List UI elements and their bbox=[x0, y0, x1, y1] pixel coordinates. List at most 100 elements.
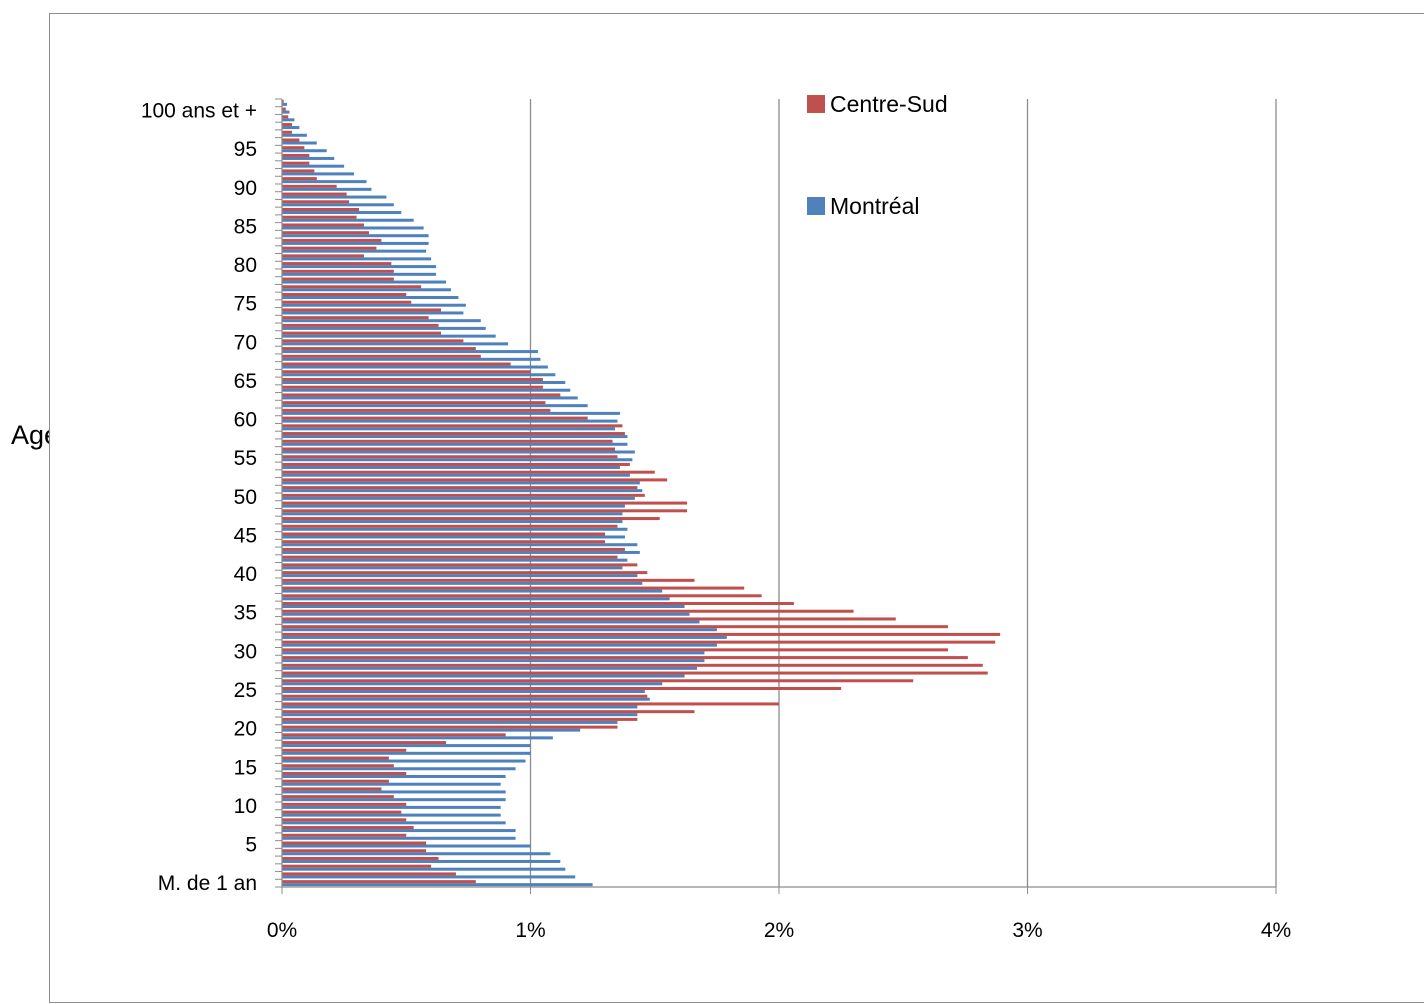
bar-montreal bbox=[282, 373, 556, 377]
bar-montreal bbox=[282, 543, 638, 547]
bar-centre-sud bbox=[282, 787, 382, 791]
bar-montreal bbox=[282, 597, 670, 601]
bar-montreal bbox=[282, 164, 345, 168]
bar-centre-sud bbox=[282, 238, 382, 242]
bar-centre-sud bbox=[282, 146, 305, 150]
y-tick-label: 90 bbox=[234, 177, 257, 200]
bar-montreal bbox=[282, 852, 551, 856]
bar-centre-sud bbox=[282, 632, 1001, 636]
bar-centre-sud bbox=[282, 285, 422, 289]
bar-centre-sud bbox=[282, 486, 638, 490]
bar-montreal bbox=[282, 620, 700, 624]
bar-centre-sud bbox=[282, 748, 407, 752]
bar-montreal bbox=[282, 465, 620, 469]
bar-montreal bbox=[282, 581, 643, 585]
bar-montreal bbox=[282, 558, 628, 562]
bar-centre-sud bbox=[282, 571, 648, 575]
bar-centre-sud bbox=[282, 764, 394, 768]
bar-montreal bbox=[282, 527, 628, 531]
x-tick-label: 4% bbox=[1261, 919, 1291, 942]
bar-montreal bbox=[282, 612, 690, 616]
bar-centre-sud bbox=[282, 393, 561, 397]
bar-centre-sud bbox=[282, 818, 407, 822]
bar-montreal bbox=[282, 102, 287, 106]
bar-centre-sud bbox=[282, 347, 476, 351]
bar-montreal bbox=[282, 829, 516, 833]
bar-montreal bbox=[282, 512, 623, 516]
bar-montreal bbox=[282, 195, 387, 199]
bar-centre-sud bbox=[282, 408, 551, 412]
bar-montreal bbox=[282, 118, 295, 122]
bar-centre-sud bbox=[282, 524, 618, 528]
bar-montreal bbox=[282, 396, 578, 400]
bar-centre-sud bbox=[282, 532, 606, 536]
bar-montreal bbox=[282, 126, 300, 130]
y-tick-label: M. de 1 an bbox=[158, 872, 257, 895]
bar-montreal bbox=[282, 110, 290, 114]
bar-centre-sud bbox=[282, 462, 630, 466]
bar-montreal bbox=[282, 319, 481, 323]
bar-montreal bbox=[282, 566, 623, 570]
y-axis-title: Age bbox=[11, 420, 49, 450]
y-tick-label: 35 bbox=[234, 602, 257, 625]
bar-montreal bbox=[282, 574, 638, 578]
bar-centre-sud bbox=[282, 184, 337, 188]
bar-montreal bbox=[282, 187, 372, 191]
bar-centre-sud bbox=[282, 153, 310, 157]
bar-centre-sud bbox=[282, 292, 407, 296]
bar-montreal bbox=[282, 736, 553, 740]
bar-centre-sud bbox=[282, 478, 668, 482]
bar-montreal bbox=[282, 288, 451, 292]
y-tick-label: 55 bbox=[234, 447, 257, 470]
bar-montreal bbox=[282, 303, 466, 307]
bar-montreal bbox=[282, 450, 635, 454]
bar-centre-sud bbox=[282, 262, 392, 266]
bar-montreal bbox=[282, 535, 625, 539]
bar-centre-sud bbox=[282, 725, 618, 729]
bar-montreal bbox=[282, 211, 402, 215]
bar-montreal bbox=[282, 589, 663, 593]
bar-centre-sud bbox=[282, 679, 914, 683]
y-axis-title-svg: Age bbox=[11, 420, 49, 450]
bar-montreal bbox=[282, 821, 506, 825]
bar-centre-sud bbox=[282, 563, 638, 567]
bar-montreal bbox=[282, 265, 437, 269]
bar-centre-sud bbox=[282, 849, 427, 853]
y-tick-label: 75 bbox=[234, 293, 257, 316]
bar-montreal bbox=[282, 705, 638, 709]
bar-centre-sud bbox=[282, 501, 688, 505]
bar-centre-sud bbox=[282, 586, 745, 590]
legend-item-montreal-label: Montréal bbox=[830, 193, 919, 219]
chart-svg: 0% 1% 2% 3% 4% M. de 1 an 5 10 15 20 25 30 35 40 45 50 5… bbox=[141, 91, 1291, 942]
bar-centre-sud bbox=[282, 269, 394, 273]
bar-montreal bbox=[282, 697, 650, 701]
bar-centre-sud bbox=[282, 370, 531, 374]
bar-montreal bbox=[282, 326, 486, 330]
bar-centre-sud bbox=[282, 323, 439, 327]
bar-montreal bbox=[282, 473, 630, 477]
bar-montreal bbox=[282, 690, 645, 694]
bar-centre-sud bbox=[282, 694, 648, 698]
y-tick-label: 5 bbox=[245, 834, 257, 857]
bar-centre-sud bbox=[282, 872, 456, 876]
bar-montreal bbox=[282, 435, 628, 439]
bar-montreal bbox=[282, 141, 317, 145]
bar-centre-sud bbox=[282, 354, 481, 358]
bar-centre-sud bbox=[282, 316, 429, 320]
bar-centre-sud bbox=[282, 377, 543, 381]
bar-montreal bbox=[282, 805, 501, 809]
bar-montreal bbox=[282, 744, 531, 748]
bar-montreal bbox=[282, 635, 727, 639]
bar-centre-sud bbox=[282, 416, 588, 420]
bar-montreal bbox=[282, 628, 717, 632]
x-tick-label: 2% bbox=[764, 919, 794, 942]
bar-montreal bbox=[282, 311, 464, 315]
bar-montreal bbox=[282, 674, 685, 678]
bar-centre-sud bbox=[282, 215, 357, 219]
bar-centre-sud bbox=[282, 841, 427, 845]
y-tick-label: 50 bbox=[234, 486, 257, 509]
bar-centre-sud bbox=[282, 447, 615, 451]
bar-montreal bbox=[282, 350, 538, 354]
bar-montreal bbox=[282, 180, 367, 184]
bar-centre-sud bbox=[282, 517, 660, 521]
